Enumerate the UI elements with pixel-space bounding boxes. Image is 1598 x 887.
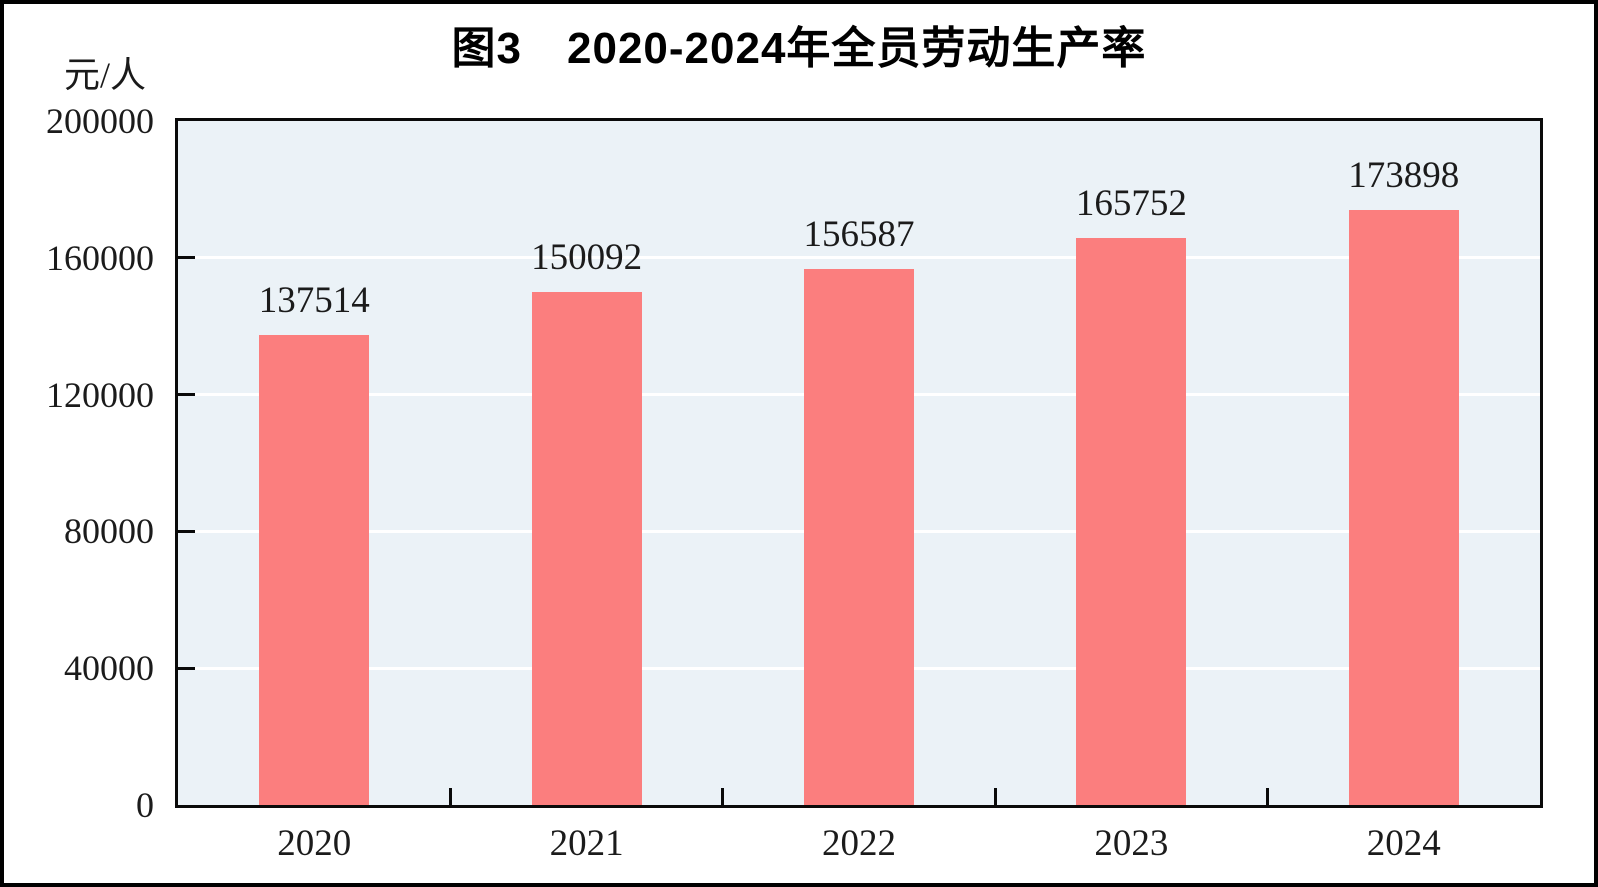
x-axis-tick-mark (1266, 788, 1270, 805)
bar-value-label: 137514 (258, 279, 370, 321)
bar-2024 (1348, 210, 1459, 805)
bar-value-label: 150092 (531, 236, 643, 278)
bar-value-label: 165752 (1075, 183, 1187, 225)
x-axis-tick-label: 2023 (1094, 823, 1169, 864)
x-axis-tick-mark (448, 788, 452, 805)
y-axis-tick-label: 40000 (64, 648, 154, 689)
y-axis-tick-mark (178, 529, 195, 533)
x-axis-tick-label: 2022 (822, 823, 896, 864)
y-axis-tick-label: 0 (136, 785, 154, 825)
y-axis-tick-label: 80000 (64, 511, 154, 552)
plot-area: 137514 150092 156587 165752 173898 (175, 118, 1543, 808)
y-axis-tick-label: 160000 (46, 237, 154, 278)
x-axis-tick-mark (993, 788, 997, 805)
bar-value-label: 156587 (803, 214, 915, 256)
gridline (178, 256, 1540, 260)
y-axis-tick-label: 120000 (46, 374, 154, 415)
x-axis-tick-label: 2024 (1366, 823, 1441, 864)
bar-2023 (1076, 238, 1187, 805)
y-axis-tick-label: 200000 (46, 101, 154, 141)
y-axis-tick-mark (178, 256, 195, 260)
y-axis-tick-mark (178, 393, 195, 397)
bar-2022 (804, 269, 914, 805)
x-axis-tick-mark (721, 788, 725, 805)
chart-title: 图3 2020-2024年全员劳动生产率 (451, 24, 1147, 73)
y-axis-tick-mark (178, 666, 195, 670)
bar-2021 (531, 291, 642, 805)
bar-2020 (259, 334, 370, 805)
x-axis-tick-label: 2021 (549, 823, 624, 864)
bar-value-label: 173898 (1348, 155, 1460, 197)
x-axis-tick-label: 2020 (277, 823, 352, 864)
y-axis-unit-label: 元/人 (63, 55, 146, 95)
